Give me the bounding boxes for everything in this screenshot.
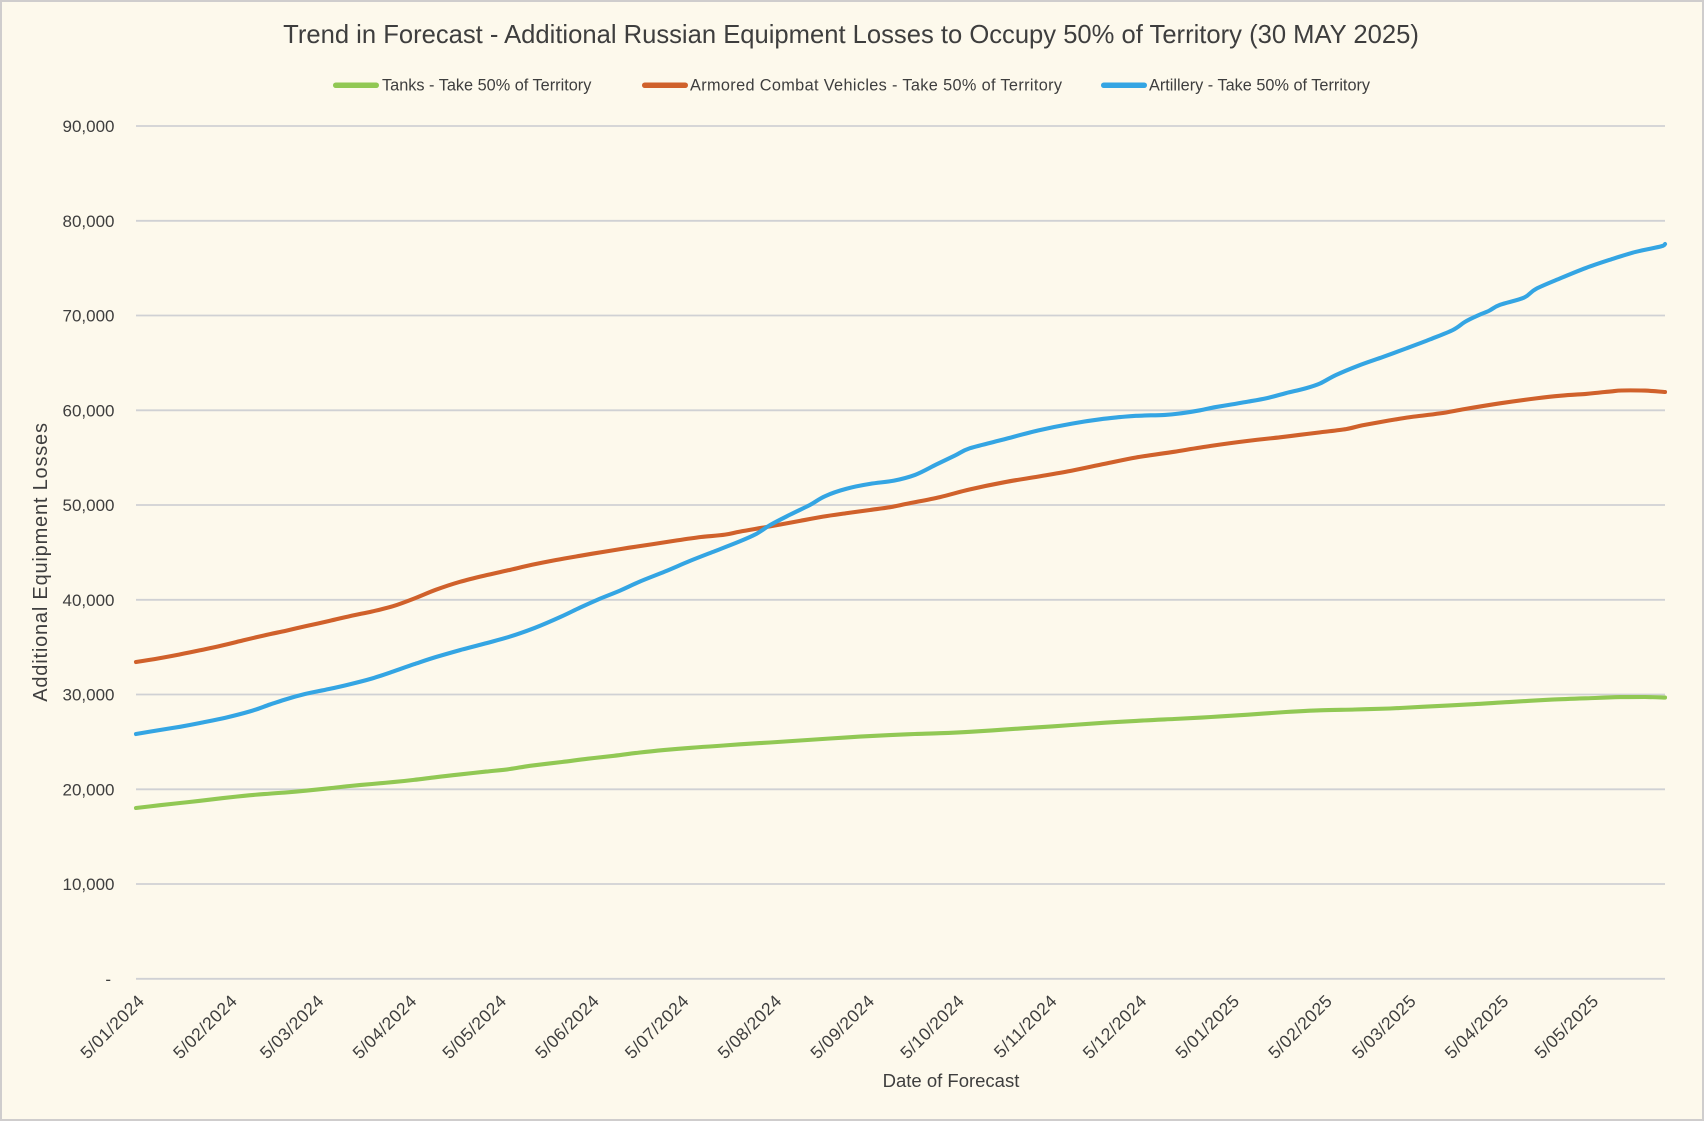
svg-text:-: - — [105, 970, 111, 989]
svg-text:Additional Equipment Losses: Additional Equipment Losses — [30, 422, 52, 702]
svg-text:Trend in Forecast - Additional: Trend in Forecast - Additional Russian E… — [283, 21, 1419, 49]
svg-text:20,000: 20,000 — [63, 780, 115, 799]
svg-text:60,000: 60,000 — [63, 401, 115, 420]
svg-text:50,000: 50,000 — [63, 496, 115, 515]
svg-text:40,000: 40,000 — [63, 591, 115, 610]
svg-text:Date of Forecast: Date of Forecast — [883, 1070, 1020, 1091]
svg-text:Armored Combat Vehicles - Take: Armored Combat Vehicles - Take 50% of Te… — [690, 77, 1063, 95]
svg-text:90,000: 90,000 — [63, 117, 115, 136]
svg-text:70,000: 70,000 — [63, 307, 115, 326]
svg-text:80,000: 80,000 — [63, 212, 115, 231]
svg-text:Tanks - Take 50% of Territory: Tanks - Take 50% of Territory — [382, 77, 592, 95]
svg-text:10,000: 10,000 — [63, 875, 115, 894]
svg-text:Artillery - Take 50% of Territ: Artillery - Take 50% of Territory — [1149, 77, 1371, 95]
svg-text:30,000: 30,000 — [63, 686, 115, 705]
